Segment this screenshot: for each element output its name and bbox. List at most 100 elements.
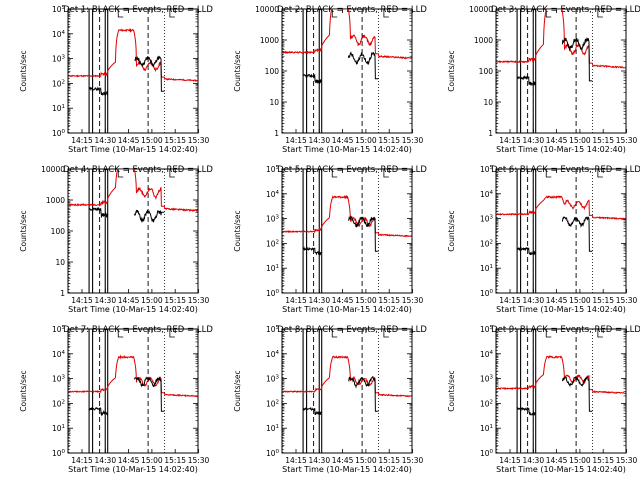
y-tick-label: 100	[265, 67, 280, 76]
x-tick-label: 14:15	[71, 296, 93, 305]
y-tick-label: 10	[269, 98, 279, 107]
y-tick-label: 102	[480, 239, 493, 248]
y-axis-label: Counts/sec	[19, 210, 28, 251]
x-tick-label: 15:00	[355, 296, 377, 305]
top-flag-marker	[331, 9, 338, 18]
events-series-line	[88, 376, 165, 417]
x-tick-label: 15:30	[616, 456, 638, 465]
x-tick-label: 15:30	[188, 136, 210, 145]
x-tick-label: 14:15	[285, 136, 307, 145]
events-series-line	[516, 216, 593, 256]
panel-det-1: Det 1: BLACK = Events, RED = LLD Counts/s…	[19, 5, 213, 154]
x-tick-label: 15:00	[141, 296, 163, 305]
y-tick-label: 104	[52, 30, 66, 39]
x-tick-label: 14:15	[499, 136, 521, 145]
x-tick-label: 14:30	[94, 136, 116, 145]
y-tick-label: 102	[266, 399, 279, 408]
curves	[282, 194, 412, 256]
events-series-line	[303, 51, 379, 85]
x-tick-label: 14:15	[499, 456, 521, 465]
panel-title: Det 4: BLACK = Events, RED = LLD	[63, 165, 213, 175]
top-flag-marker	[597, 9, 603, 18]
x-tick-label: 15:30	[402, 456, 424, 465]
y-tick-label: 105	[480, 325, 494, 334]
panel-det-2: Det 2: BLACK = Events, RED = LLD Counts/s…	[233, 5, 427, 154]
x-tick-label: 14:45	[546, 456, 568, 465]
x-tick-label: 14:45	[118, 456, 140, 465]
time-markers	[282, 9, 389, 133]
lld-series-line	[496, 355, 626, 395]
panel-title: Det 2: BLACK = Events, RED = LLD	[277, 5, 427, 15]
y-tick-label: 10000	[255, 5, 279, 14]
events-series-line	[516, 376, 593, 416]
x-tick-label: 15:30	[188, 296, 210, 305]
plot-frame	[281, 168, 413, 294]
y-tick-label: 101	[480, 424, 493, 433]
panel-det-5: Det 5: BLACK = Events, RED = LLD Counts/s…	[233, 165, 427, 314]
top-flag-marker	[331, 169, 338, 178]
y-tick-label: 10	[55, 258, 65, 267]
curves	[496, 194, 626, 256]
plot-frame	[281, 328, 413, 454]
y-axis-label: Counts/sec	[19, 50, 28, 91]
y-tick-label: 105	[266, 325, 280, 334]
plot-frame	[67, 8, 199, 134]
events-series-line	[303, 215, 379, 256]
events-series-line	[516, 36, 593, 87]
x-tick-label: 14:45	[332, 136, 354, 145]
x-tick-label: 14:30	[522, 296, 544, 305]
y-tick-label: 102	[266, 239, 279, 248]
time-markers	[496, 329, 603, 453]
panel-title: Det 5: BLACK = Events, RED = LLD	[277, 165, 427, 175]
events-series-line	[88, 206, 165, 223]
curves	[282, 9, 412, 85]
x-tick-label: 15:00	[355, 136, 377, 145]
y-tick-label: 1	[488, 129, 493, 138]
curves	[496, 355, 626, 416]
events-series-line	[302, 375, 379, 416]
x-tick-label: 15:00	[569, 296, 591, 305]
x-axis-label: Start Time (10-Mar-15 14:02:40)	[282, 305, 412, 314]
x-tick-label: 14:30	[308, 296, 330, 305]
y-tick-label: 102	[480, 399, 493, 408]
lld-series-line	[496, 194, 626, 221]
top-flag-marker	[545, 169, 552, 178]
x-tick-label: 15:00	[569, 136, 591, 145]
y-tick-label: 100	[266, 289, 280, 298]
y-axis-label: Counts/sec	[447, 210, 456, 251]
y-tick-label: 10000	[469, 5, 493, 14]
x-tick-label: 14:15	[285, 296, 307, 305]
x-tick-label: 15:30	[188, 456, 210, 465]
time-markers	[496, 169, 603, 293]
lld-series-line	[282, 9, 412, 60]
y-tick-label: 1000	[46, 196, 65, 205]
panel-title: Det 8: BLACK = Events, RED = LLD	[277, 325, 427, 335]
top-flag-marker	[545, 329, 552, 338]
x-tick-label: 14:30	[308, 136, 330, 145]
time-markers	[68, 9, 175, 133]
x-tick-label: 15:15	[592, 136, 614, 145]
x-tick-label: 15:00	[141, 136, 163, 145]
y-tick-label: 101	[52, 104, 65, 113]
top-flag-marker	[169, 9, 175, 18]
x-axis-label: Start Time (10-Mar-15 14:02:40)	[68, 465, 198, 474]
lld-series-line	[282, 194, 412, 238]
y-tick-label: 10	[483, 98, 493, 107]
x-tick-label: 15:15	[378, 136, 400, 145]
x-tick-label: 14:30	[522, 456, 544, 465]
y-tick-label: 102	[52, 399, 65, 408]
y-tick-label: 104	[52, 350, 66, 359]
plot-frame	[67, 328, 199, 454]
x-tick-label: 14:30	[522, 136, 544, 145]
x-tick-label: 15:30	[616, 136, 638, 145]
y-tick-label: 104	[266, 190, 280, 199]
y-tick-label: 105	[266, 165, 280, 174]
x-tick-label: 15:15	[164, 296, 186, 305]
x-tick-label: 15:00	[141, 456, 163, 465]
lld-series-line	[68, 27, 198, 83]
top-flag-marker	[169, 169, 175, 178]
panel-title: Det 6: BLACK = Events, RED = LLD	[491, 165, 640, 175]
y-tick-label: 103	[480, 375, 494, 384]
top-flag-marker	[383, 329, 389, 338]
